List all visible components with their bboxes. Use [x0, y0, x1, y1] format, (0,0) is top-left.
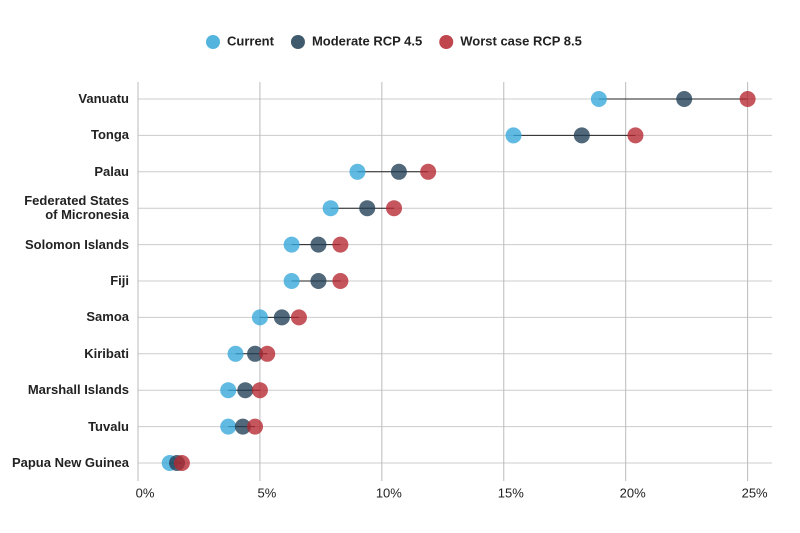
legend-label: Moderate RCP 4.5: [312, 33, 422, 48]
x-tick-label: 25%: [742, 485, 768, 500]
x-tick-label: 5%: [258, 485, 277, 500]
y-tick-label: Samoa: [86, 309, 129, 325]
y-tick-label: Kiribati: [84, 345, 129, 361]
dot: [273, 309, 290, 326]
y-tick-label: Vanuatu: [78, 91, 129, 106]
dot: [310, 236, 327, 253]
legend-marker: [439, 35, 454, 49]
dot: [247, 345, 264, 362]
y-tick-label: Fiji: [110, 273, 129, 288]
legend-marker: [290, 35, 305, 49]
dot: [259, 345, 276, 362]
dot: [283, 273, 300, 289]
y-tick-label: Tonga: [90, 127, 129, 143]
dot: [505, 127, 522, 144]
dot: [676, 91, 693, 107]
dot: [251, 309, 268, 326]
x-tick-label: 15%: [498, 485, 524, 500]
dot: [220, 418, 237, 435]
dot: [420, 163, 437, 180]
dot: [332, 273, 349, 289]
dot: [349, 163, 366, 180]
dot: [234, 418, 251, 435]
dot: [590, 91, 607, 107]
x-tick-label: 10%: [376, 485, 402, 500]
y-tick-label: Palau: [94, 163, 129, 179]
y-tick-label: Papua New Guinea: [11, 455, 129, 470]
x-tick-label: 20%: [620, 485, 646, 500]
dot: [251, 382, 268, 399]
dot: [332, 236, 349, 253]
legend-label: Worst case RCP 8.5: [460, 33, 582, 48]
dot: [237, 382, 254, 399]
legend-label: Current: [227, 33, 275, 48]
dot: [247, 418, 264, 435]
y-tick-label: Marshall Islands: [27, 382, 129, 398]
dot: [627, 127, 644, 144]
y-tick-label: Tuvalu: [88, 418, 129, 434]
dot: [739, 91, 756, 107]
legend-marker: [206, 35, 220, 49]
dot: [283, 236, 300, 253]
y-tick-label: Solomon Islands: [24, 236, 129, 252]
dot: [359, 200, 376, 217]
dot: [390, 163, 407, 180]
dot: [310, 273, 327, 289]
dot: [173, 455, 190, 471]
dot: [573, 127, 590, 144]
dot: [290, 309, 307, 326]
dot: [220, 382, 237, 399]
dot: [227, 345, 244, 362]
dot: [322, 200, 339, 217]
x-tick-label: 0%: [136, 485, 155, 500]
dot: [386, 200, 403, 217]
y-tick-label: Federated States of Micronesia: [24, 193, 129, 223]
